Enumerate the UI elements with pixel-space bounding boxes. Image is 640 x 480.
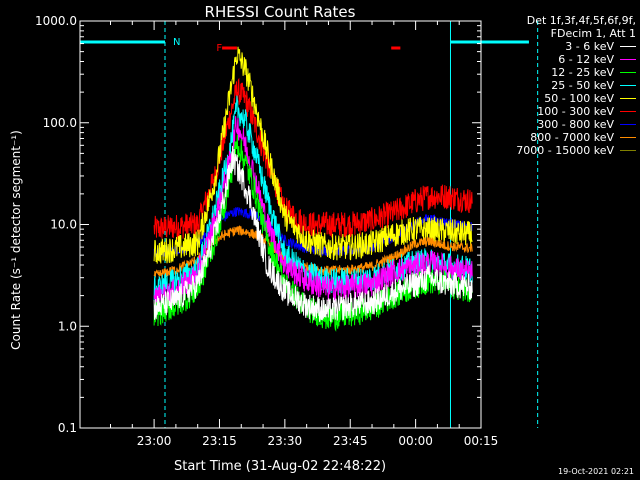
x-tick-label: 00:00 xyxy=(398,434,433,448)
legend-swatch xyxy=(620,137,636,138)
legend-label: 100 - 300 keV xyxy=(537,105,614,118)
legend-label: 50 - 100 keV xyxy=(544,92,614,105)
flare-flag-label: F xyxy=(216,43,222,54)
y-tick-label: 0.1 xyxy=(58,421,77,435)
x-tick-label: 23:45 xyxy=(333,434,368,448)
x-tick-label: 00:15 xyxy=(464,434,499,448)
x-tick-label: 23:15 xyxy=(202,434,237,448)
legend-label: 300 - 800 keV xyxy=(537,118,614,131)
legend-swatch xyxy=(620,124,636,125)
night-flag-label: N xyxy=(173,37,180,48)
legend-swatch xyxy=(620,72,636,73)
legend-label: 6 - 12 keV xyxy=(558,53,614,66)
series-line xyxy=(153,145,473,323)
legend-entry: 7000 - 15000 keV xyxy=(486,144,636,157)
legend-entry: 300 - 800 keV xyxy=(486,118,636,131)
axes: 23:00 23:15 23:30 23:45 00:00 00:15 0.1 1.0 10.0… xyxy=(35,14,498,448)
legend-swatch xyxy=(620,85,636,86)
legend-label: 3 - 6 keV xyxy=(565,40,614,53)
legend-header-line-2: FDecim 1, Att 1 xyxy=(550,27,636,40)
generated-timestamp: 19-Oct-2021 02:21 xyxy=(558,467,634,476)
chart-title: RHESSI Count Rates xyxy=(205,3,356,21)
legend-entry: 100 - 300 keV xyxy=(486,105,636,118)
y-axis-label: Count Rate (s⁻¹ detector segment⁻¹) xyxy=(9,130,23,350)
y-tick-label: 100.0 xyxy=(43,116,77,130)
legend-entry: 6 - 12 keV xyxy=(486,53,636,66)
y-tick-label: 1000.0 xyxy=(35,14,77,28)
series-line xyxy=(153,46,473,264)
legend-swatch xyxy=(620,46,636,47)
legend-entry: 3 - 6 keV xyxy=(486,40,636,53)
legend-label: 7000 - 15000 keV xyxy=(516,144,614,157)
legend-label: 12 - 25 keV xyxy=(551,66,614,79)
legend-swatch xyxy=(620,150,636,151)
legend-swatch xyxy=(620,59,636,60)
x-axis-label: Start Time (31-Aug-02 22:48:22) xyxy=(174,459,386,474)
x-tick-label: 23:30 xyxy=(268,434,303,448)
legend-entry: 25 - 50 keV xyxy=(486,79,636,92)
legend-swatch xyxy=(620,98,636,99)
legend-header-line-1: Det 1f,3f,4f,5f,6f,9f, xyxy=(526,14,636,27)
x-tick-label: 23:00 xyxy=(137,434,172,448)
legend-entry: 12 - 25 keV xyxy=(486,66,636,79)
legend-label: 800 - 7000 keV xyxy=(530,131,614,144)
legend-label: 25 - 50 keV xyxy=(551,79,614,92)
y-tick-label: 10.0 xyxy=(50,218,77,232)
legend-entry: 800 - 7000 keV xyxy=(486,131,636,144)
y-tick-label: 1.0 xyxy=(58,319,77,333)
legend-entry: 50 - 100 keV xyxy=(486,92,636,105)
legend-swatch xyxy=(620,111,636,112)
series-layer xyxy=(153,46,473,332)
legend: Det 1f,3f,4f,5f,6f,9f, FDecim 1, Att 1 3… xyxy=(486,14,636,157)
